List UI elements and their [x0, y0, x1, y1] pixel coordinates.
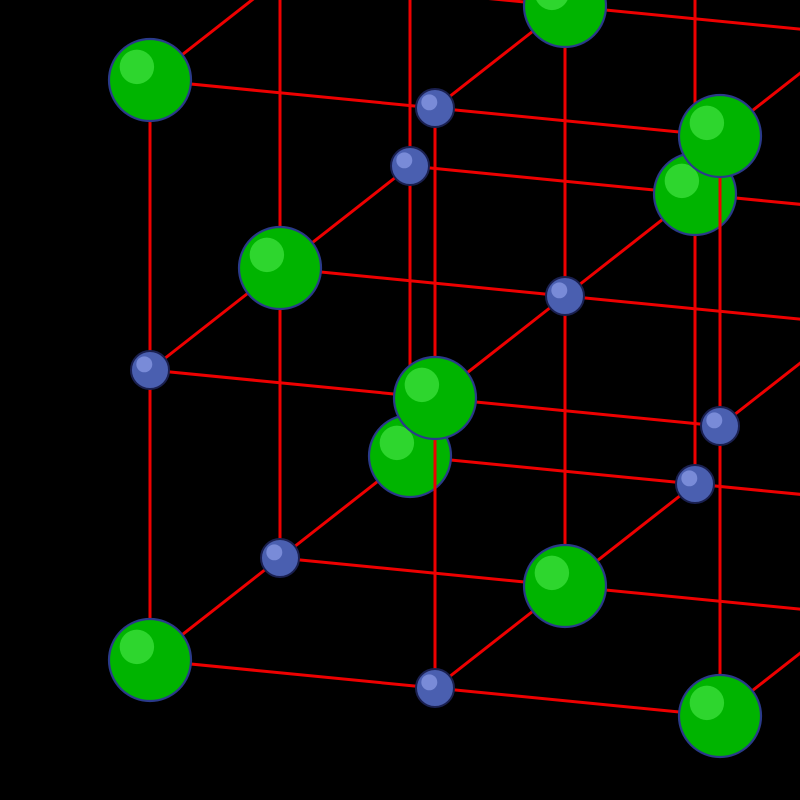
chloride-large-atom: [679, 95, 761, 177]
sodium-small-atom: [391, 147, 429, 185]
chloride-large-atom: [679, 675, 761, 757]
sodium-small-atom: [416, 89, 454, 127]
sodium-small-atom: [416, 669, 454, 707]
lattice-edge: [410, 456, 695, 484]
lattice-edge: [150, 370, 435, 398]
lattice-edge: [280, 558, 565, 586]
crystal-lattice-diagram: [0, 0, 800, 800]
sodium-small-atom: [701, 407, 739, 445]
sodium-small-atom: [676, 465, 714, 503]
lattice-edge: [435, 398, 720, 426]
lattice-edge: [150, 80, 435, 108]
chloride-large-atom: [524, 545, 606, 627]
lattice-edge: [280, 268, 565, 296]
chloride-large-atom: [239, 227, 321, 309]
lattice-edge: [435, 688, 720, 716]
chloride-large-atom: [109, 39, 191, 121]
sodium-small-atom: [261, 539, 299, 577]
chloride-large-atom: [109, 619, 191, 701]
sodium-small-atom: [131, 351, 169, 389]
lattice-edge: [410, 166, 695, 194]
lattice-edge: [565, 296, 800, 324]
chloride-large-atom: [394, 357, 476, 439]
chloride-large-atom: [524, 0, 606, 47]
lattice-edge: [435, 108, 720, 136]
lattice-edge: [280, 0, 565, 6]
sodium-small-atom: [546, 277, 584, 315]
lattice-edge: [150, 660, 435, 688]
